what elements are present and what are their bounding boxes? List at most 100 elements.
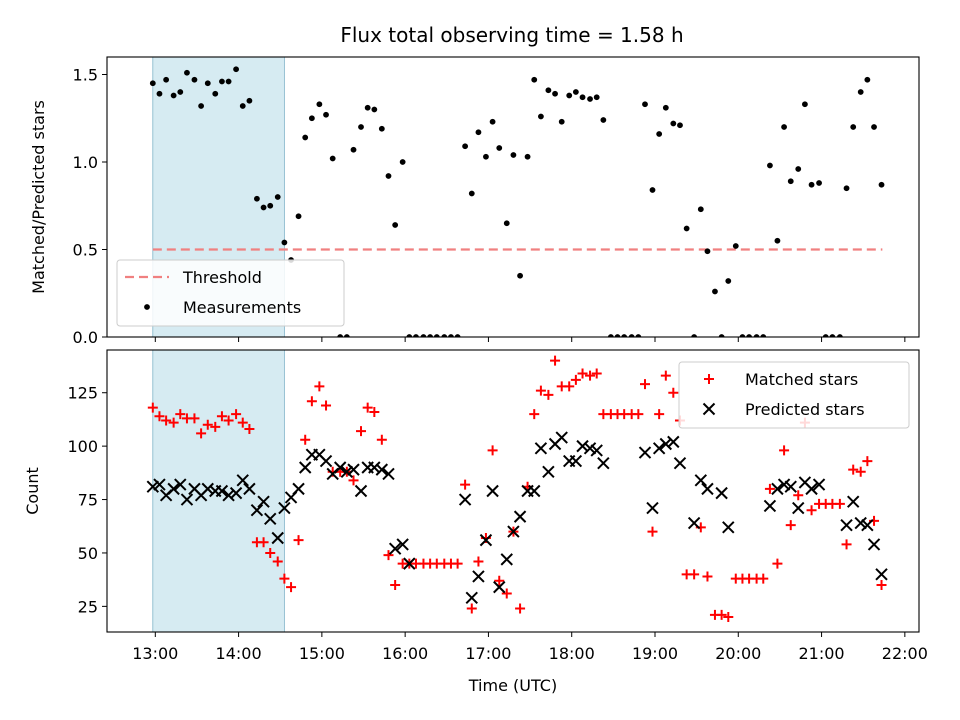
measurement-point [468,190,475,197]
predicted-stars-point [534,442,548,455]
measurement-point [850,124,857,130]
x-tick-label: 21:00 [799,644,845,663]
x-tick-label: 19:00 [632,644,678,663]
x-tick-label: 20:00 [715,644,761,663]
predicted-stars-point [812,478,826,491]
matched-stars-point [216,411,227,422]
x-tick-label: 13:00 [132,644,178,663]
top-panel: 0.0 0.5 1.0 1.5 Matched/Predicted stars Thres… [29,56,920,347]
measurement-point [510,152,517,158]
matched-stars-point [515,603,526,614]
measurement-point [836,334,843,337]
predicted-stars-point [375,463,389,476]
predicted-stars-point [388,542,402,555]
measurement-point [337,334,344,337]
measurement-point [739,334,746,337]
matched-stars-point [473,556,484,567]
predicted-stars-point [167,482,180,496]
predicted-stars-point [368,461,381,474]
predicted-stars-point [576,439,589,453]
measurement-point [642,101,648,108]
measurement-point [454,334,461,337]
predicted-stars-point [347,463,360,476]
measurement-point [524,153,531,160]
matched-stars-point [321,400,332,411]
measurement-point [517,272,523,279]
x-tick-label: 18:00 [549,644,595,663]
measurement-point [712,288,718,295]
matched-stars-point [764,483,775,494]
legend: Matched stars Predicted stars [678,361,910,429]
predicted-stars-point [271,531,284,545]
predicted-stars-point [465,591,478,605]
predicted-stars-point [479,533,493,547]
measurement-point [822,334,829,337]
y-tick-label: 1.5 [73,66,98,85]
x-tick-label: 17:00 [465,644,511,663]
matched-stars-point [147,402,158,413]
predicted-stars-point [236,474,249,487]
measurement-point [503,220,510,227]
measurement-point [816,180,822,186]
matched-stars-point [660,370,671,381]
matched-stars-point [501,588,512,599]
measurement-point [163,76,170,83]
matched-stars-point [577,368,588,379]
matched-stars-point [487,445,498,456]
measurement-point [829,334,836,337]
y-tick-label: 125 [67,384,98,403]
measurement-point [802,101,808,108]
predicted-stars-point [771,482,784,496]
matched-stars-point [689,569,700,580]
measurement-point [593,94,600,101]
measurement-point [656,131,663,137]
measurement-point [420,334,427,337]
matched-stars-point [168,417,179,428]
measurement-point [246,97,253,104]
measurement-point [746,334,753,337]
predicted-stars-point [493,580,506,594]
measurement-point [295,213,302,220]
measurement-point [343,334,350,337]
matched-stars-point [196,428,207,439]
matched-stars-point [348,475,359,486]
predicted-stars-point [299,461,312,474]
measurement-point [753,334,760,337]
measurement-point [371,106,378,113]
y-tick-label: 0.5 [73,241,98,260]
predicted-stars-point [784,480,797,493]
measurement-point [392,222,399,228]
measurement-point [156,90,163,97]
measurement-point [302,134,309,141]
measurement-point [704,248,711,255]
matched-stars-point [202,419,213,430]
measurement-point [385,173,392,179]
legend-label: Matched stars [745,370,858,389]
measurement-point [552,90,558,97]
y-axis-label: Matched/Predicted stars [29,100,48,294]
predicted-stars-point [854,516,867,530]
measurement-point [413,334,419,337]
y-tick-label: 50 [78,544,98,563]
matched-stars-point [494,575,505,586]
matched-stars-point [369,406,380,417]
measurement-point [489,118,496,125]
measurement-point [787,178,794,185]
matched-stars-point [376,434,387,445]
matched-stars-point [793,490,804,501]
predicted-stars-point [777,478,791,491]
measurement-point [628,334,635,337]
y-tick-label: 25 [78,597,98,616]
y-tick-label: 100 [67,437,98,456]
measurement-point [378,125,385,132]
measurement-point [212,90,219,97]
matched-stars-point [265,547,276,558]
matched-stars-point [806,505,817,516]
predicted-stars-point [528,484,541,498]
measurement-point [635,334,642,337]
legend-measurements-swatch [144,304,150,310]
legend: Threshold Measurements [116,259,345,327]
predicted-stars-point [215,484,229,498]
measurement-point [614,334,621,337]
legend-label: Threshold [182,268,262,287]
